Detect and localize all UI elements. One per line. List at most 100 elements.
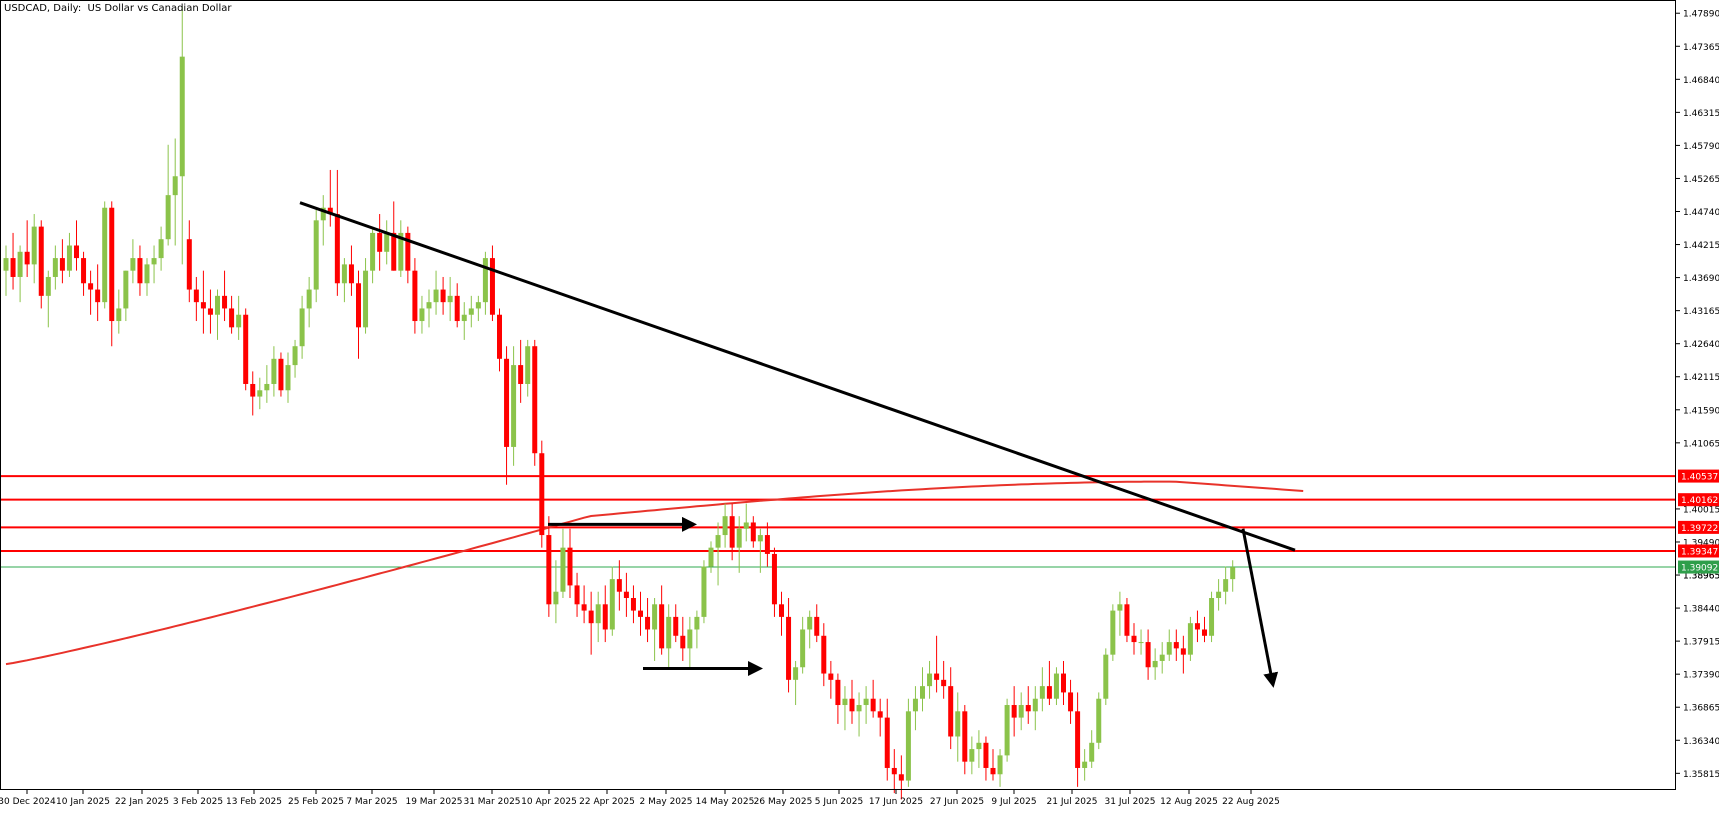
candle-body <box>158 239 164 259</box>
candle-body <box>1061 673 1066 693</box>
y-tick-label: 1.38965 <box>1683 572 1719 582</box>
candle-body <box>341 264 347 284</box>
y-tick-label: 1.36340 <box>1683 737 1719 747</box>
candle-body <box>715 535 721 548</box>
candle-body <box>912 698 918 712</box>
x-tick-label: 25 Feb 2025 <box>288 797 344 807</box>
candle-body <box>1145 642 1151 668</box>
candle-body <box>38 226 44 296</box>
candle-body <box>694 616 700 630</box>
candle-body <box>1046 686 1052 699</box>
candle-body <box>229 308 235 328</box>
level-price-label: 1.40537 <box>1681 473 1718 483</box>
candle-body <box>200 302 206 309</box>
candle-body <box>955 711 961 737</box>
candle-body <box>807 616 813 630</box>
candle-body <box>1068 692 1074 712</box>
candle-body <box>45 276 51 296</box>
candle-body <box>95 289 101 303</box>
candle-body <box>130 258 136 271</box>
candle-body <box>264 383 270 391</box>
candle-body <box>151 258 157 265</box>
level-price-label: 1.39722 <box>1681 524 1718 534</box>
candle-body <box>800 629 806 668</box>
x-tick-label: 22 Apr 2025 <box>579 797 635 807</box>
level-price-label-bg <box>1678 520 1719 534</box>
x-tick-label: 12 Aug 2025 <box>1160 797 1218 807</box>
candle-body <box>454 295 460 322</box>
y-tick-label: 1.35815 <box>1683 770 1719 780</box>
candle-body <box>1202 629 1207 636</box>
candle-body <box>475 302 481 309</box>
candle-body <box>969 749 975 762</box>
candle-body <box>1209 598 1215 636</box>
projection-arrow-down[interactable] <box>1241 528 1279 688</box>
x-tick-label: 7 Mar 2025 <box>346 797 397 807</box>
candle-body <box>856 705 862 712</box>
candle-body <box>511 365 517 447</box>
candle-body <box>222 295 228 309</box>
candle-body <box>1216 591 1222 599</box>
candle-body <box>433 289 439 303</box>
candle-body <box>553 591 559 605</box>
candle-body <box>898 774 904 781</box>
level-price-label: 1.39347 <box>1681 547 1718 557</box>
x-tick-label: 5 Jun 2025 <box>815 797 863 807</box>
moving-average-line <box>5 480 1304 666</box>
candle-body <box>708 547 714 567</box>
candle-body <box>638 610 643 617</box>
x-tick-label: 13 Feb 2025 <box>226 797 282 807</box>
y-tick-label: 1.38965 <box>1683 572 1719 582</box>
x-tick-label: 19 Mar 2025 <box>405 797 462 807</box>
candle-body <box>278 358 284 391</box>
candle-body <box>983 742 989 768</box>
candle-body <box>1152 660 1158 668</box>
candle-body <box>1082 761 1088 768</box>
candle-body <box>165 195 171 240</box>
candle-body <box>1025 705 1031 712</box>
candle-body <box>102 207 108 303</box>
candle-body <box>1166 642 1172 655</box>
candle-body <box>905 711 911 781</box>
candle-body <box>320 207 326 221</box>
candle-body <box>659 604 665 649</box>
x-tick-label: 14 May 2025 <box>696 797 755 807</box>
candle-body <box>1075 711 1081 768</box>
candle-body <box>581 604 587 611</box>
candle-body <box>489 258 495 315</box>
candle-body <box>1194 623 1200 630</box>
candle-body <box>81 258 87 284</box>
candle-body <box>1117 604 1123 611</box>
candle-body <box>609 579 615 630</box>
candle-body <box>363 270 369 328</box>
candle-body <box>74 245 79 259</box>
candle-body <box>1110 610 1116 655</box>
candle-body <box>1131 635 1137 643</box>
candle-body <box>306 289 312 309</box>
descending-trendline[interactable] <box>299 201 1296 552</box>
candle-body <box>236 314 242 328</box>
candle-body <box>172 176 178 196</box>
candle-body <box>419 308 425 322</box>
candle-body <box>504 358 510 447</box>
candle-body <box>666 616 672 649</box>
candle-body <box>722 516 728 536</box>
level-price-label-bg <box>1678 469 1719 483</box>
y-tick-label: 1.45265 <box>1683 175 1719 185</box>
candle-body <box>1011 705 1017 718</box>
candle-body <box>701 566 707 617</box>
candle-body <box>426 302 432 309</box>
y-tick-label: 1.46315 <box>1683 109 1719 119</box>
candle-body <box>1053 673 1059 699</box>
candle-body <box>31 226 37 265</box>
x-tick-label: 22 Aug 2025 <box>1222 797 1280 807</box>
candle-body <box>497 314 502 359</box>
candle-body <box>680 635 686 649</box>
candle-body <box>595 604 601 624</box>
candle-body <box>1124 604 1130 636</box>
candle-body <box>736 528 742 548</box>
candle-body <box>997 755 1003 775</box>
y-tick-label: 1.47365 <box>1683 43 1719 53</box>
